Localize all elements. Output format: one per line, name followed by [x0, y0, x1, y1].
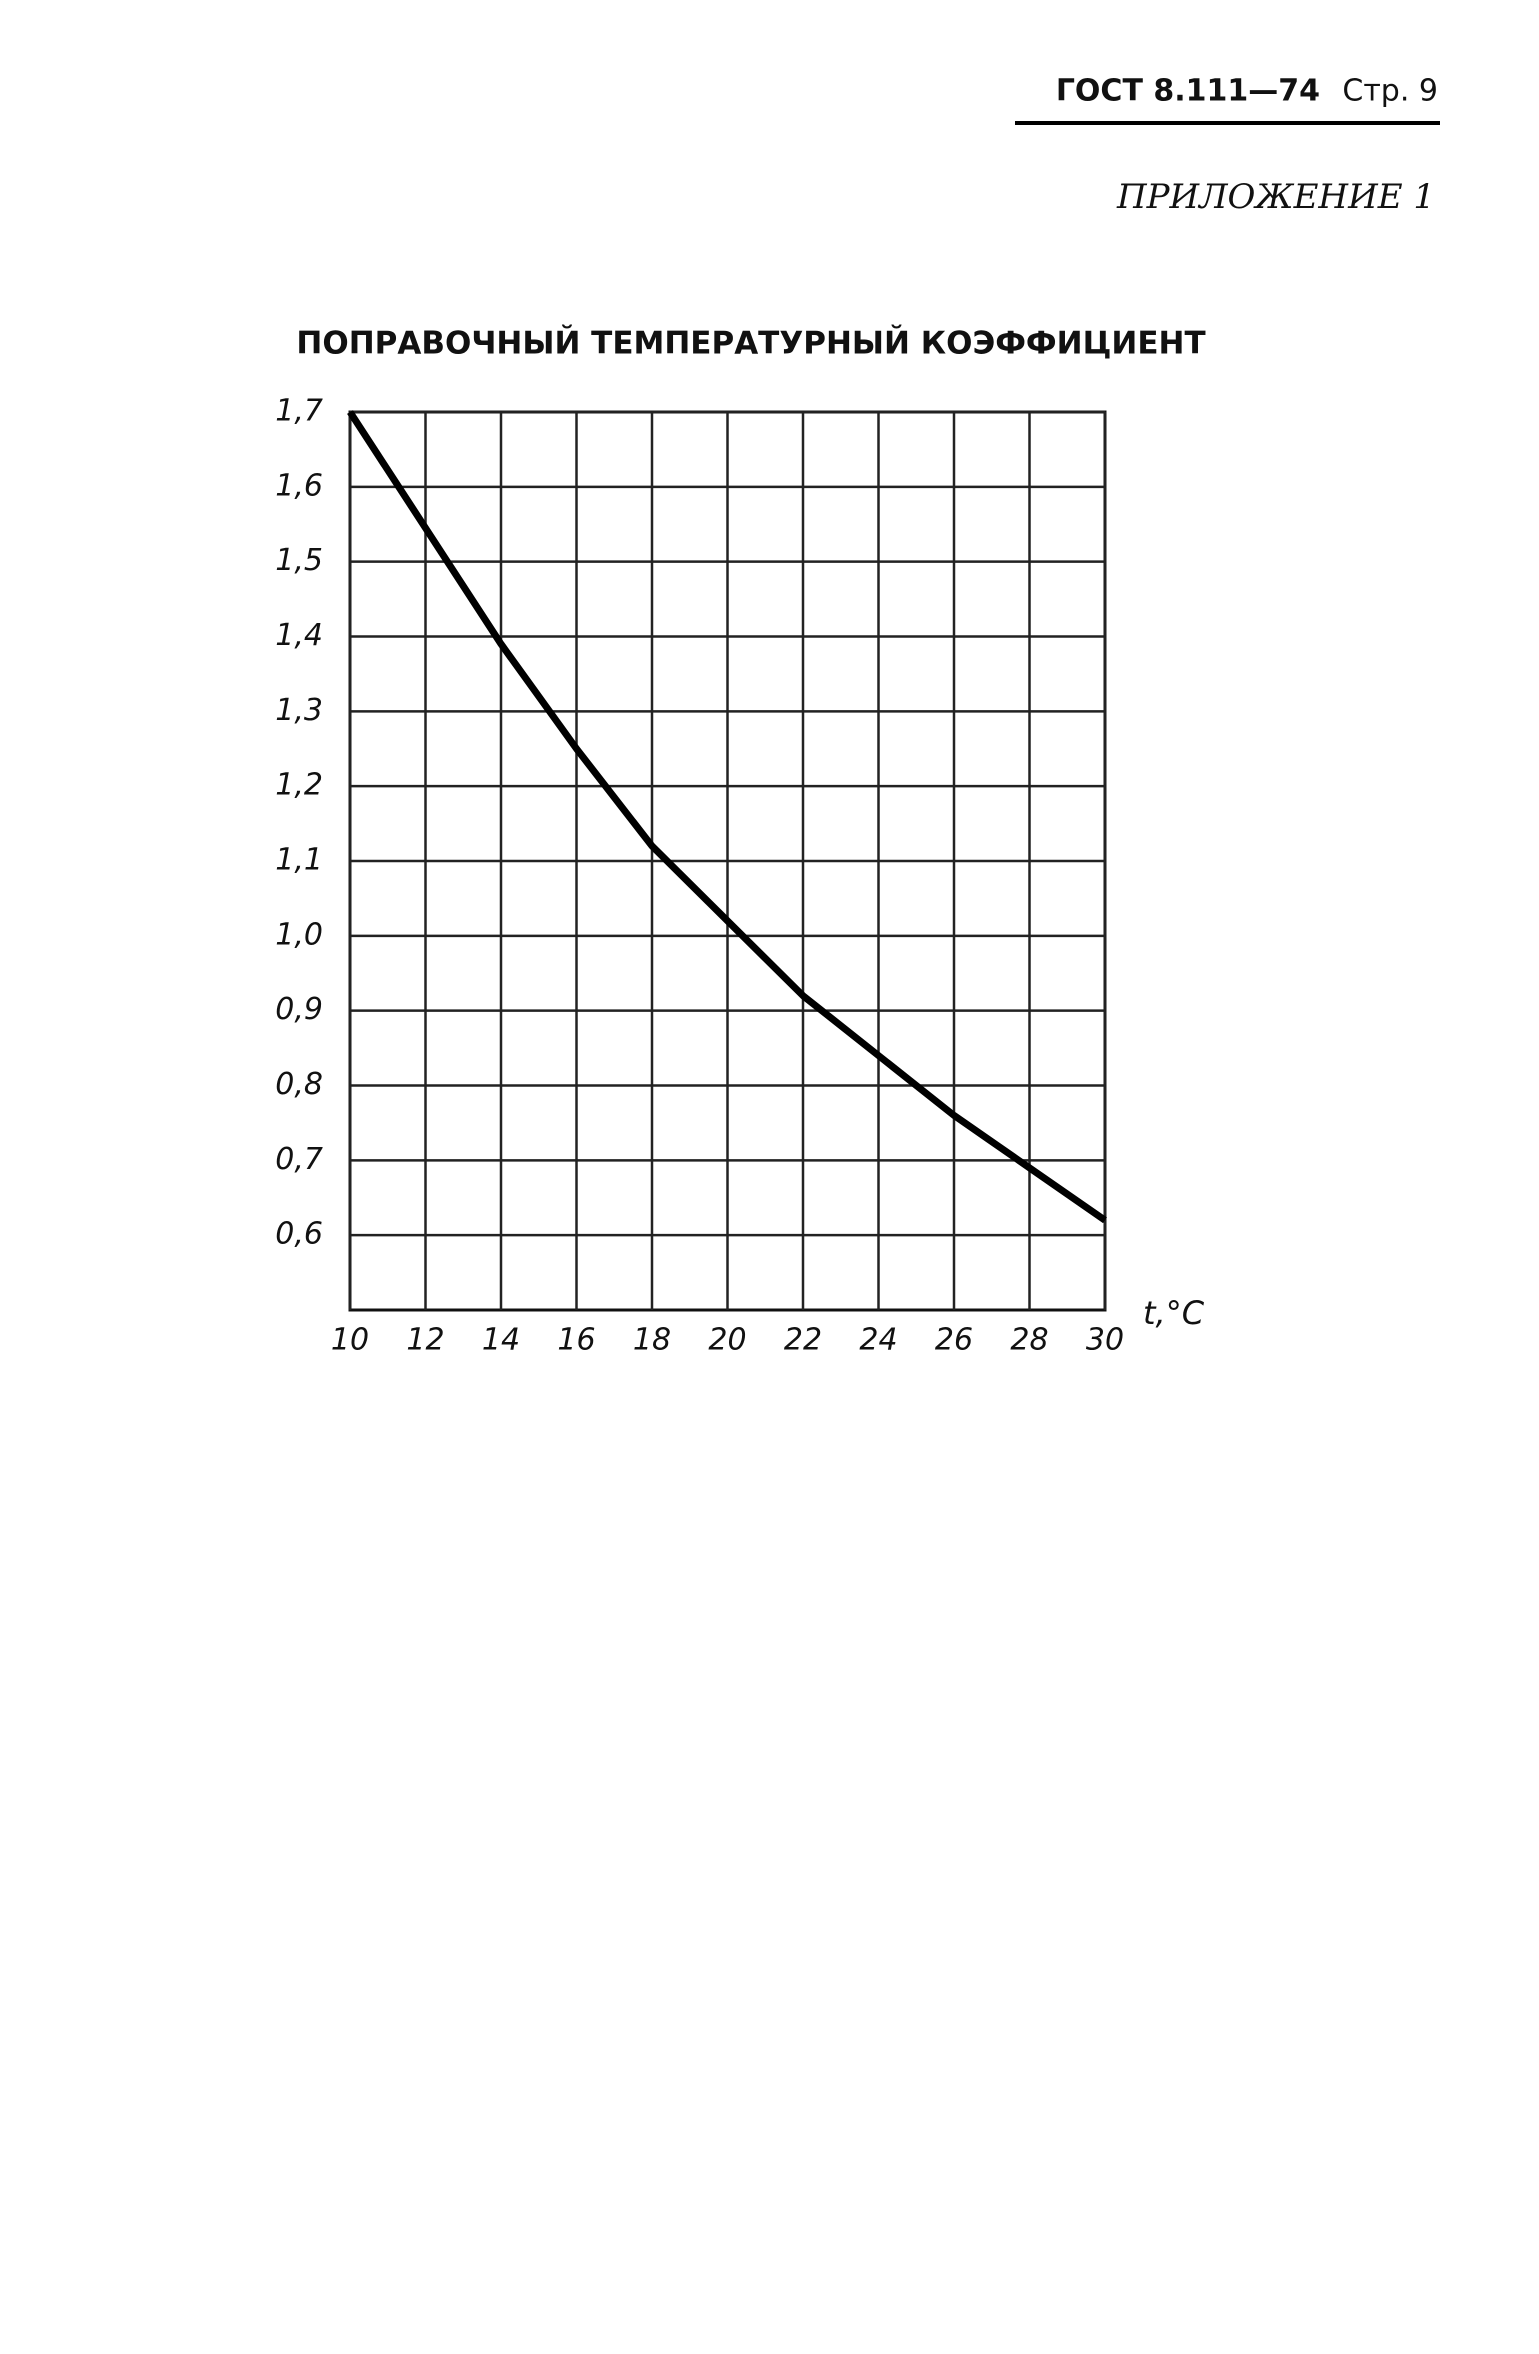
y-tick-label: 1,0	[275, 917, 323, 952]
curve	[347, 410, 1107, 1224]
standard-number: ГОСТ 8.111—74	[1056, 74, 1320, 109]
x-tick-label: 30	[1086, 1323, 1124, 1358]
y-tick-label: 1,1	[275, 843, 323, 878]
y-tick-label: 0,7	[275, 1142, 323, 1177]
y-tick-label: 1,4	[275, 618, 323, 653]
y-tick-label: 1,6	[275, 468, 323, 503]
page-number: Стр. 9	[1342, 74, 1438, 109]
y-tick-label: 0,9	[275, 992, 323, 1027]
x-tick-label: 16	[557, 1323, 595, 1358]
x-tick-label: 22	[784, 1323, 822, 1358]
y-tick-label: 1,2	[275, 768, 323, 803]
x-tick-label: 12	[406, 1323, 444, 1358]
y-tick-label: 1,7	[275, 394, 323, 429]
x-axis-label: t,°C	[1143, 1294, 1205, 1332]
x-tick-label: 10	[331, 1323, 369, 1358]
y-tick-label: 1,5	[275, 543, 323, 578]
y-tick-label: 0,6	[275, 1217, 323, 1252]
x-tick-label: 28	[1010, 1323, 1048, 1358]
x-tick-label: 18	[633, 1323, 671, 1358]
x-tick-label: 26	[935, 1323, 973, 1358]
appendix: ПРИЛОЖЕНИЕ 1	[1116, 177, 1435, 217]
y-tick-label: 0,8	[275, 1067, 323, 1102]
x-tick-label: 14	[482, 1323, 520, 1358]
chart-title: ПОПРАВОЧНЫЙ ТЕМПЕРАТУРНЫЙ КОЭФФИЦИЕНТ	[296, 326, 1205, 362]
y-tick-label: 1,3	[275, 693, 323, 728]
x-tick-label: 20	[708, 1323, 746, 1358]
x-tick-label: 24	[859, 1323, 897, 1358]
